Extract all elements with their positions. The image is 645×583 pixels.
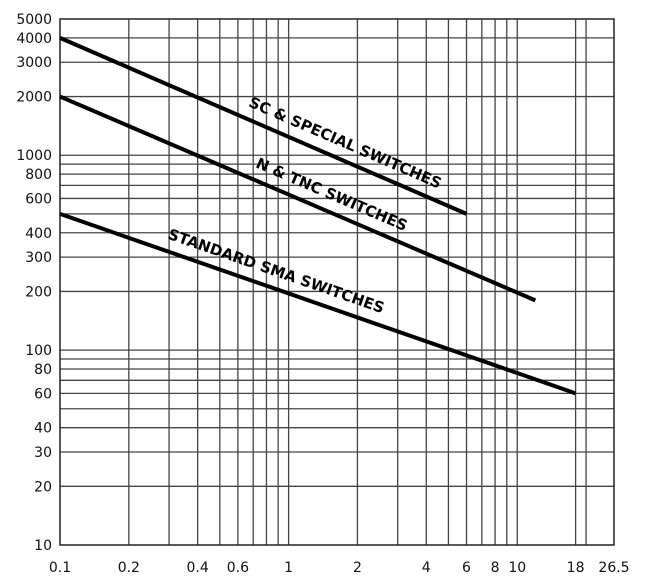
y-tick-label: 5000: [16, 12, 52, 28]
series-line: [59, 94, 537, 303]
x-tick-label: 0.6: [227, 560, 249, 576]
x-tick-label: 26.5: [598, 560, 629, 576]
series-line: [59, 36, 468, 216]
y-tick-label: 300: [25, 250, 52, 266]
y-tick-label: 30: [34, 445, 52, 461]
series-label: STANDARD SMA SWITCHES: [166, 225, 387, 317]
series-line: [59, 212, 577, 396]
y-tick-label: 80: [34, 362, 52, 378]
y-tick-label: 4000: [16, 31, 52, 47]
plot-frame: [59, 18, 615, 546]
y-tick-label: 100: [25, 343, 52, 359]
x-tick-label: 0.2: [118, 560, 140, 576]
y-tick-label: 2000: [16, 90, 52, 106]
x-tick-label: 10: [508, 560, 526, 576]
y-tick-label: 20: [34, 479, 52, 495]
x-tick-label: 4: [422, 560, 431, 576]
x-tick-label: 6: [462, 560, 471, 576]
x-tick-label: 0.1: [49, 560, 71, 576]
y-tick-label: 400: [25, 226, 52, 242]
x-tick-label: 1: [284, 560, 293, 576]
x-tick-label: 8: [491, 560, 500, 576]
y-tick-label: 3000: [16, 55, 52, 71]
y-tick-label: 200: [25, 284, 52, 300]
y-tick-label: 1000: [16, 148, 52, 164]
y-tick-label: 40: [34, 421, 52, 437]
y-tick-label: 800: [25, 167, 52, 183]
y-tick-label: 600: [25, 191, 52, 207]
y-tick-label: 10: [34, 538, 52, 554]
x-tick-label: 0.4: [187, 560, 209, 576]
y-tick-label: 60: [34, 386, 52, 402]
x-tick-label: 2: [353, 560, 362, 576]
x-tick-label: 18: [567, 560, 585, 576]
